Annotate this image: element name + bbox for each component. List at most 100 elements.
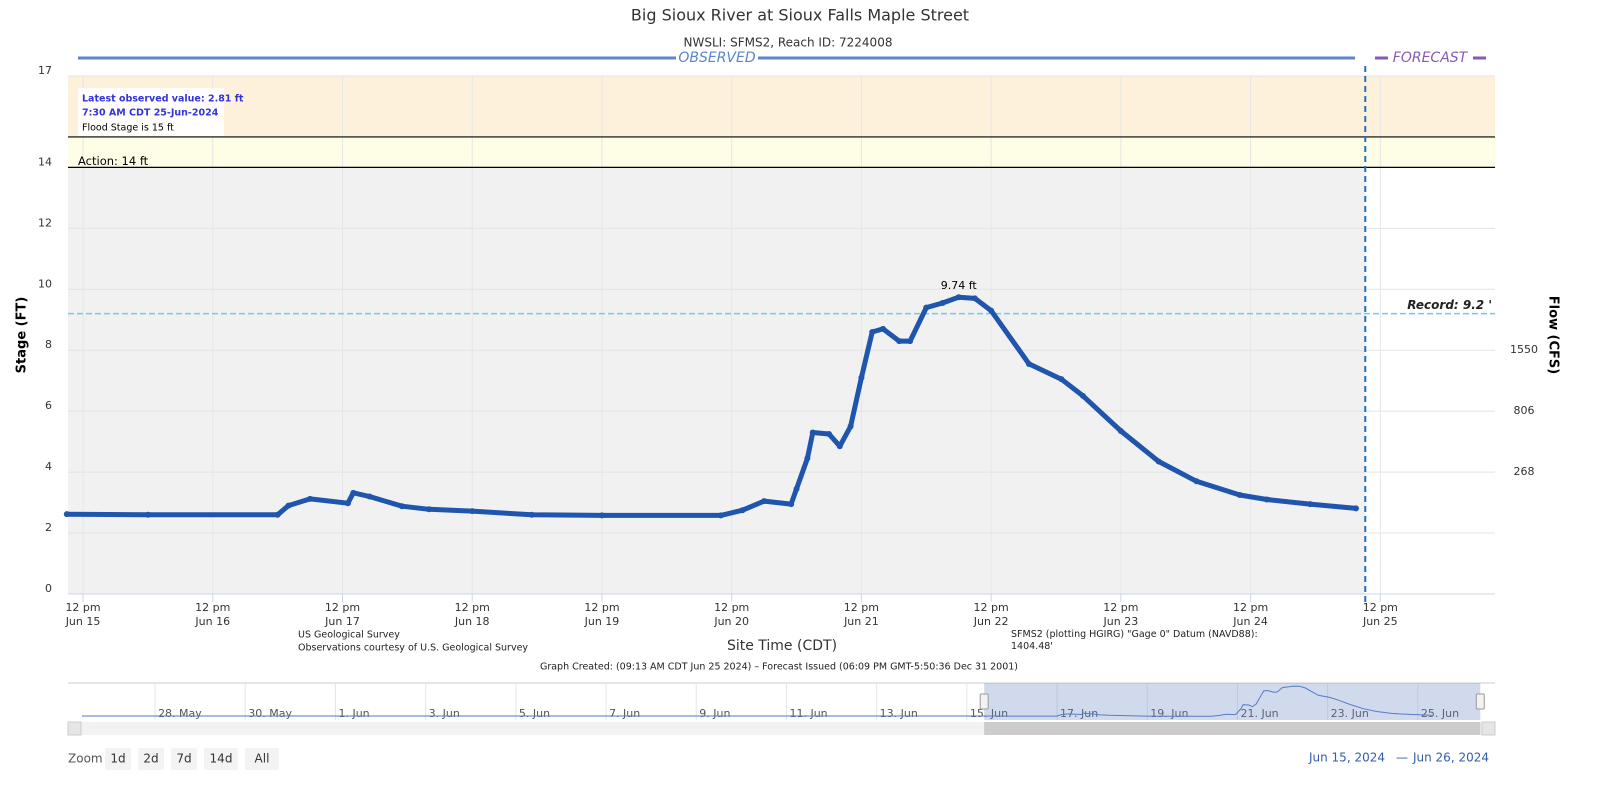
x-tick-label: 12 pm: [714, 601, 749, 614]
stage-point: [971, 295, 978, 302]
x-tick-label: 12 pm: [1103, 601, 1138, 614]
zoom-button-bg: [105, 748, 131, 770]
zoom-button-label: 14d: [210, 752, 233, 766]
y2-tick-label: 1550: [1510, 343, 1538, 356]
y-tick-label: 0: [45, 582, 52, 595]
stage-point: [425, 506, 432, 513]
zoom-button-bg: [171, 748, 197, 770]
chart-title: Big Sioux River at Sioux Falls Maple Str…: [631, 6, 969, 25]
zoom-button[interactable]: 14d: [204, 748, 238, 770]
x-tick-label: 12 pm: [195, 601, 230, 614]
stage-point: [858, 374, 865, 381]
y-tick-label: 17: [38, 64, 52, 77]
navigator-tick-label: 21. Jun: [1240, 707, 1278, 720]
scrollbar-arrow[interactable]: [67, 721, 82, 736]
stage-point: [847, 423, 854, 430]
y-tick-label: 2: [45, 521, 52, 534]
stage-point: [923, 304, 930, 311]
plot-area: [68, 75, 1495, 595]
stage-point: [1263, 496, 1270, 503]
stage-point: [988, 307, 995, 314]
stage-point: [793, 485, 800, 492]
stage-point: [1307, 501, 1314, 508]
chart-subtitle: NWSLI: SFMS2, Reach ID: 7224008: [684, 36, 893, 50]
navigator-tick-label: 15. Jun: [970, 707, 1008, 720]
stage-point: [836, 443, 843, 450]
navigator-tick-label: 13. Jun: [880, 707, 918, 720]
created-note: Graph Created: (09:13 AM CDT Jun 25 2024…: [540, 662, 1018, 673]
stage-point: [285, 502, 292, 509]
stage-point: [1117, 427, 1124, 434]
record-label: Record: 9.2 ': [1407, 298, 1492, 312]
navigator-tick-label: 1. Jun: [338, 707, 369, 720]
stage-point: [907, 338, 914, 345]
stage-point: [1236, 491, 1243, 498]
x-tick-date: Jun 20: [713, 615, 749, 628]
stage-point: [761, 498, 768, 505]
navigator-handle[interactable]: [979, 693, 989, 710]
stage-point: [896, 338, 903, 345]
stage-point: [1193, 478, 1200, 485]
x-tick-label: 12 pm: [455, 601, 490, 614]
zoom-label: Zoom: [68, 752, 103, 766]
navigator-tick-label: 7. Jun: [609, 707, 640, 720]
zoom-button[interactable]: 2d: [138, 748, 164, 770]
y-tick-label: 10: [38, 277, 52, 290]
stage-point: [1080, 392, 1087, 399]
stage-point: [869, 328, 876, 335]
stage-point: [144, 511, 151, 518]
x-tick-label: 12 pm: [65, 601, 100, 614]
x-tick-date: Jun 21: [843, 615, 879, 628]
navigator-tick-label: 23. Jun: [1331, 707, 1369, 720]
y-tick-label: 6: [45, 399, 52, 412]
navigator-tick-label: 30. May: [248, 707, 292, 720]
zoom-button-label: 1d: [110, 752, 125, 766]
range-separator: —: [1396, 751, 1408, 765]
navigator-tick-label: 3. Jun: [429, 707, 460, 720]
stage-point: [880, 325, 887, 332]
x-tick-label: 12 pm: [1233, 601, 1268, 614]
x-tick-date: Jun 23: [1103, 615, 1139, 628]
scrollbar-arrow[interactable]: [1481, 721, 1496, 736]
x-tick-date: Jun 24: [1232, 615, 1268, 628]
zoom-button-label: All: [255, 752, 270, 766]
data-label: 9.74 ft: [941, 279, 978, 292]
x-tick-date: Jun 16: [194, 615, 230, 628]
x-tick-date: Jun 25: [1362, 615, 1398, 628]
y-tick-label: 12: [38, 216, 52, 229]
x-tick-date: Jun 15: [65, 615, 101, 628]
zoom-button-bg: [245, 748, 279, 770]
zoom-button-label: 2d: [143, 752, 158, 766]
navigator-handle[interactable]: [1475, 693, 1485, 710]
x-tick-date: Jun 22: [973, 615, 1009, 628]
scrollbar-thumb[interactable]: [984, 722, 1481, 735]
y2-tick-label: 806: [1514, 404, 1535, 417]
navigator-tick-label: 5. Jun: [519, 707, 550, 720]
navigator-tick-label: 28. May: [158, 707, 202, 720]
x-tick-label: 12 pm: [584, 601, 619, 614]
y-tick-label: 14: [38, 155, 52, 168]
x-tick-date: Jun 19: [584, 615, 620, 628]
x-tick-label: 12 pm: [1363, 601, 1398, 614]
x-tick-date: Jun 18: [454, 615, 490, 628]
credit: US Geological Survey: [298, 630, 400, 641]
zoom-button-label: 7d: [176, 752, 191, 766]
zoom-button[interactable]: 1d: [105, 748, 131, 770]
forecast-label: FORECAST: [1393, 50, 1469, 66]
flood-stage-note: Flood Stage is 15 ft: [82, 123, 174, 134]
stage-point: [63, 511, 70, 518]
stage-point: [1025, 360, 1032, 367]
stage-point: [307, 495, 314, 502]
y2-tick-label: 268: [1514, 465, 1535, 478]
zoom-button[interactable]: All: [245, 748, 279, 770]
stage-band: [68, 136, 1495, 168]
stage-point: [1058, 376, 1065, 383]
zoom-button-bg: [204, 748, 238, 770]
x-tick-date: Jun 17: [324, 615, 360, 628]
zoom-button[interactable]: 7d: [171, 748, 197, 770]
datum-note: SFMS2 (plotting HGIRG) "Gage 0" Datum (N…: [1011, 629, 1258, 652]
x-tick-label: 12 pm: [974, 601, 1009, 614]
stage-band: [68, 76, 1495, 137]
